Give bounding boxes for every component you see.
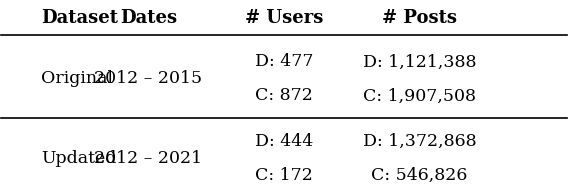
Text: Original: Original [41, 70, 113, 88]
Text: Dataset: Dataset [41, 9, 118, 27]
Text: C: 1,907,508: C: 1,907,508 [363, 88, 476, 104]
Text: # Users: # Users [245, 9, 323, 27]
Text: D: 1,372,868: D: 1,372,868 [363, 133, 477, 150]
Text: 2012 – 2015: 2012 – 2015 [94, 70, 202, 88]
Text: D: 444: D: 444 [255, 133, 313, 150]
Text: C: 872: C: 872 [255, 88, 313, 104]
Text: # Posts: # Posts [382, 9, 457, 27]
Text: C: 172: C: 172 [255, 167, 313, 184]
Text: Updated: Updated [41, 150, 116, 167]
Text: 2012 – 2021: 2012 – 2021 [94, 150, 202, 167]
Text: C: 546,826: C: 546,826 [371, 167, 468, 184]
Text: Dates: Dates [120, 9, 177, 27]
Text: D: 1,121,388: D: 1,121,388 [363, 53, 477, 70]
Text: D: 477: D: 477 [255, 53, 313, 70]
